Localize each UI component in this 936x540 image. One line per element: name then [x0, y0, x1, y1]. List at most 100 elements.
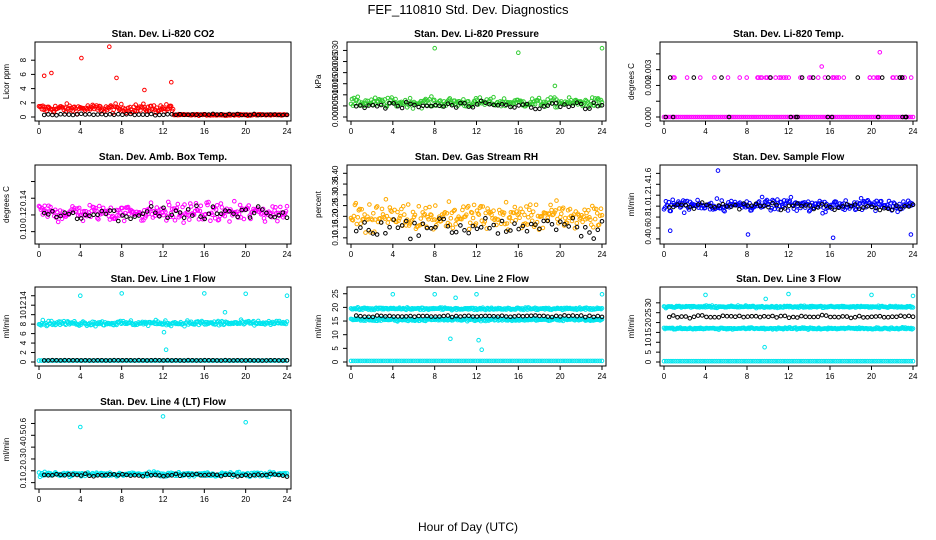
data-point — [771, 358, 777, 364]
data-point — [908, 75, 914, 80]
data-point — [449, 314, 455, 320]
data-point — [524, 228, 530, 234]
data-point — [111, 112, 117, 118]
data-point — [210, 111, 216, 117]
data-point — [686, 207, 692, 212]
data-point — [280, 112, 286, 118]
data-point — [40, 317, 46, 323]
data-point — [78, 473, 84, 478]
data-point — [720, 201, 726, 207]
data-point — [871, 358, 877, 364]
data-point — [416, 233, 422, 238]
data-point — [55, 219, 61, 225]
data-point — [590, 358, 596, 364]
data-point — [358, 225, 363, 230]
data-point — [403, 314, 409, 319]
data-point — [814, 114, 820, 120]
data-point — [41, 112, 47, 118]
data-point — [588, 217, 593, 222]
data-point — [509, 358, 515, 364]
data-point — [182, 202, 187, 207]
y-tick-label: 0.15 — [331, 219, 340, 235]
data-point — [696, 358, 701, 364]
data-point — [782, 313, 788, 319]
data-point — [235, 214, 240, 220]
data-point — [62, 473, 67, 478]
data-point — [491, 314, 497, 319]
data-point — [181, 358, 187, 363]
panel-title: Stan. Dev. Li-820 CO2 — [112, 29, 215, 40]
data-point — [214, 211, 220, 216]
data-point — [755, 358, 761, 364]
data-point — [869, 358, 875, 364]
data-point — [483, 216, 488, 221]
y-tick-label: 6 — [19, 331, 28, 336]
data-point — [530, 101, 536, 107]
data-point — [446, 199, 452, 204]
data-point — [475, 358, 481, 364]
panel-title: Stan. Dev. Line 4 (LT) Flow — [100, 397, 226, 408]
data-point — [560, 205, 566, 211]
data-point — [140, 211, 146, 217]
data-point — [682, 358, 687, 364]
data-point — [693, 114, 698, 120]
data-point — [78, 111, 84, 117]
data-point — [741, 314, 746, 320]
data-point — [877, 50, 883, 55]
data-point — [889, 114, 895, 120]
data-point — [764, 114, 769, 120]
data-point — [899, 75, 905, 80]
data-point — [873, 205, 879, 211]
data-point — [580, 219, 585, 225]
data-point — [819, 64, 825, 69]
data-point — [198, 214, 203, 219]
data-point — [772, 114, 778, 120]
x-tick-label: 12 — [159, 495, 168, 504]
data-point — [358, 313, 363, 319]
data-point — [903, 114, 908, 120]
data-point — [273, 205, 278, 210]
data-point — [383, 197, 389, 202]
data-point — [596, 222, 602, 227]
data-point — [491, 358, 497, 364]
data-point — [483, 313, 488, 319]
data-point — [79, 320, 85, 325]
data-point — [83, 358, 88, 363]
data-point — [433, 225, 438, 230]
data-point — [703, 292, 708, 298]
data-point — [227, 209, 232, 214]
data-point — [702, 358, 708, 364]
data-point — [111, 208, 117, 213]
data-point — [484, 358, 490, 364]
data-point — [843, 114, 849, 120]
data-point — [443, 358, 448, 364]
data-point — [591, 100, 597, 106]
data-point — [707, 114, 713, 120]
x-tick-label: 8 — [432, 127, 437, 136]
data-point — [412, 220, 417, 226]
data-point — [66, 112, 72, 117]
data-point — [562, 313, 567, 318]
data-point — [840, 314, 846, 319]
data-point — [801, 358, 806, 364]
data-point — [526, 358, 531, 364]
data-point — [548, 202, 553, 208]
x-tick-label: 16 — [826, 372, 835, 381]
y-tick-label: 0.20 — [331, 208, 340, 224]
data-point — [219, 205, 225, 210]
data-point — [708, 203, 713, 209]
data-point — [85, 103, 91, 108]
data-point — [169, 473, 175, 478]
y-tick-label: 25 — [644, 308, 653, 317]
data-point — [450, 358, 455, 364]
data-point — [124, 472, 129, 478]
data-point — [202, 472, 207, 478]
data-point — [113, 216, 118, 221]
data-point — [260, 206, 266, 212]
data-point — [160, 414, 166, 419]
data-point — [770, 200, 775, 206]
data-point — [794, 358, 799, 364]
data-point — [264, 210, 269, 216]
x-tick-label: 0 — [37, 495, 42, 504]
data-point — [597, 213, 603, 218]
